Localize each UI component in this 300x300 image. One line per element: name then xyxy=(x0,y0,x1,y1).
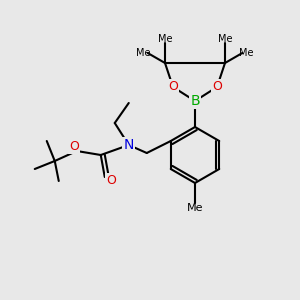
Text: O: O xyxy=(212,80,222,94)
Text: Me: Me xyxy=(136,48,151,58)
Text: Me: Me xyxy=(158,34,172,44)
Text: N: N xyxy=(124,138,134,152)
Text: O: O xyxy=(168,80,178,94)
Text: Me: Me xyxy=(187,203,203,213)
Text: Me: Me xyxy=(239,48,254,58)
Text: B: B xyxy=(190,94,200,108)
Text: O: O xyxy=(69,140,79,152)
Text: Me: Me xyxy=(218,34,232,44)
Text: O: O xyxy=(106,175,116,188)
